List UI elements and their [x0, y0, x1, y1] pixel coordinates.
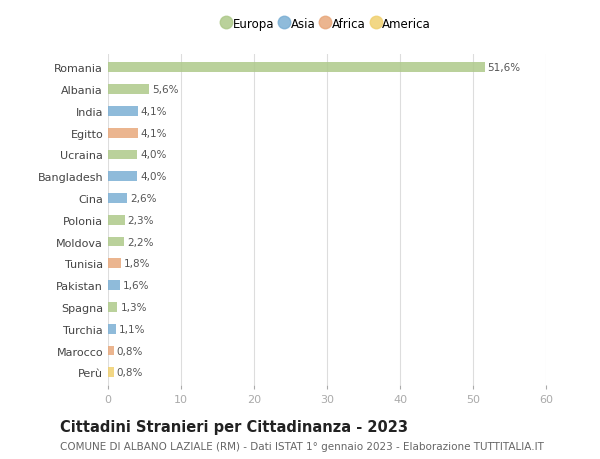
Text: 4,1%: 4,1%	[141, 106, 167, 117]
Bar	[108, 237, 124, 247]
Bar	[108, 63, 485, 73]
Text: COMUNE DI ALBANO LAZIALE (RM) - Dati ISTAT 1° gennaio 2023 - Elaborazione TUTTIT: COMUNE DI ALBANO LAZIALE (RM) - Dati IST…	[60, 441, 544, 451]
Bar	[108, 172, 137, 182]
Text: 4,1%: 4,1%	[141, 129, 167, 138]
Bar	[108, 129, 138, 138]
Text: 1,8%: 1,8%	[124, 259, 151, 269]
Text: 0,8%: 0,8%	[117, 368, 143, 377]
Text: 4,0%: 4,0%	[140, 150, 166, 160]
Bar	[108, 150, 137, 160]
Text: 1,1%: 1,1%	[119, 324, 145, 334]
Bar	[108, 302, 118, 312]
Text: 1,3%: 1,3%	[121, 302, 147, 312]
Bar	[108, 85, 149, 95]
Text: Cittadini Stranieri per Cittadinanza - 2023: Cittadini Stranieri per Cittadinanza - 2…	[60, 419, 408, 434]
Bar	[108, 324, 116, 334]
Bar	[108, 106, 138, 117]
Text: 2,2%: 2,2%	[127, 237, 154, 247]
Text: 2,6%: 2,6%	[130, 194, 157, 204]
Text: 0,8%: 0,8%	[117, 346, 143, 356]
Bar	[108, 368, 114, 377]
Text: 2,3%: 2,3%	[128, 215, 154, 225]
Text: 5,6%: 5,6%	[152, 85, 178, 95]
Bar	[108, 194, 127, 203]
Legend: Europa, Asia, Africa, America: Europa, Asia, Africa, America	[223, 18, 431, 31]
Bar	[108, 280, 119, 291]
Text: 4,0%: 4,0%	[140, 172, 166, 182]
Text: 51,6%: 51,6%	[488, 63, 521, 73]
Bar	[108, 215, 125, 225]
Bar	[108, 346, 114, 356]
Bar	[108, 259, 121, 269]
Text: 1,6%: 1,6%	[122, 280, 149, 291]
